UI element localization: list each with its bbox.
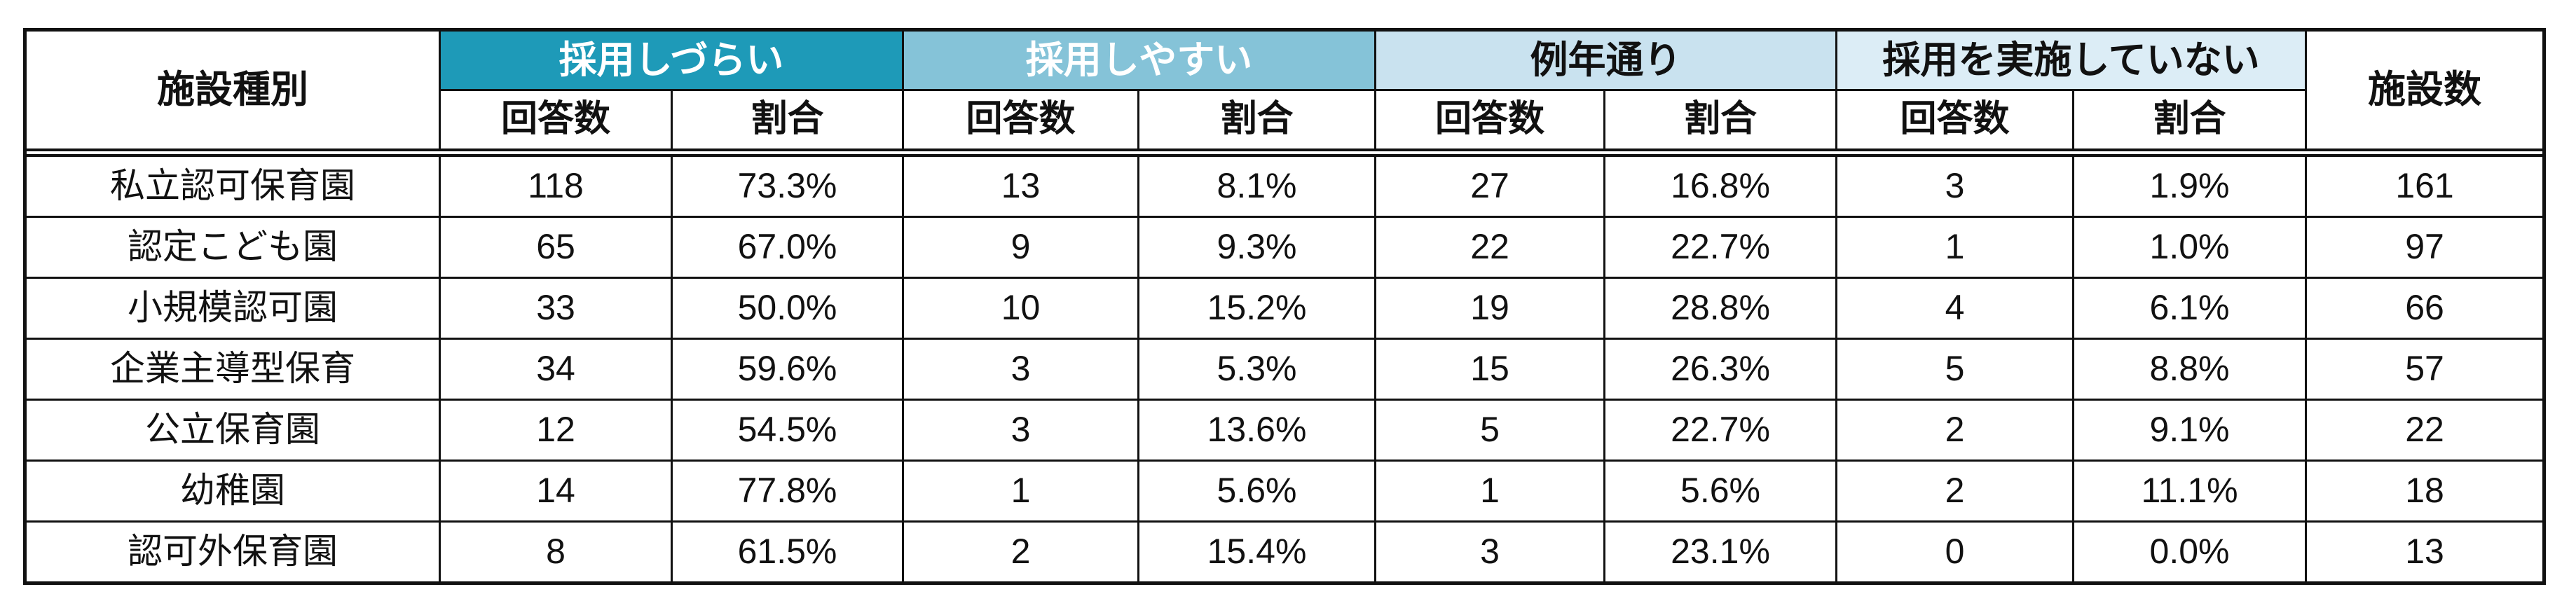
cell-value: 3 [1374,520,1606,584]
cell-value: 73.3% [670,154,905,218]
group-header-hard-to-hire: 採用しづらい [438,29,905,91]
cell-value: 6.1% [2072,277,2308,340]
facility-count: 18 [2305,460,2546,523]
cell-value: 12 [439,399,673,462]
table-row: 企業主導型保育 34 59.6% 3 5.3% 15 26.3% 5 8.8% … [24,338,2546,401]
cell-value: 2 [1835,399,2075,462]
cell-value: 3 [902,399,1140,462]
cell-value: 2 [902,520,1140,584]
facility-count: 22 [2305,399,2546,462]
cell-value: 5 [1835,338,2075,401]
cell-value: 3 [1835,154,2075,218]
cell-value: 5 [1374,399,1606,462]
facility-count: 13 [2305,520,2546,584]
table-row: 小規模認可園 33 50.0% 10 15.2% 19 28.8% 4 6.1%… [24,277,2546,340]
sub-header-ratio: 割合 [670,89,905,151]
cell-value: 15 [1374,338,1606,401]
cell-value: 118 [439,154,673,218]
header-body-separator [25,148,2544,157]
facility-count: 66 [2305,277,2546,340]
facility-type-header: 施設種別 [24,29,441,151]
sub-header-responses: 回答数 [902,89,1140,151]
group-header-same-as-usual: 例年通り [1374,29,1838,91]
cell-value: 8 [439,520,673,584]
cell-value: 22.7% [1603,399,1838,462]
table-row: 幼稚園 14 77.8% 1 5.6% 1 5.6% 2 11.1% 18 [24,460,2546,523]
sub-header-ratio: 割合 [1603,89,1838,151]
cell-value: 26.3% [1603,338,1838,401]
facility-count: 57 [2305,338,2546,401]
cell-value: 10 [902,277,1140,340]
cell-value: 0 [1835,520,2075,584]
table-row: 公立保育園 12 54.5% 3 13.6% 5 22.7% 2 9.1% 22 [24,399,2546,462]
cell-value: 15.2% [1137,277,1377,340]
cell-value: 3 [902,338,1140,401]
facility-name: 私立認可保育園 [24,154,441,218]
cell-value: 22 [1374,216,1606,279]
sub-header-responses: 回答数 [439,89,673,151]
cell-value: 5.6% [1137,460,1377,523]
group-header-easy-to-hire: 採用しやすい [902,29,1377,91]
cell-value: 1 [902,460,1140,523]
cell-value: 54.5% [670,399,905,462]
facility-name: 小規模認可園 [24,277,441,340]
facility-name: 認可外保育園 [24,520,441,584]
cell-value: 23.1% [1603,520,1838,584]
cell-value: 8.8% [2072,338,2308,401]
sub-header-ratio: 割合 [1137,89,1377,151]
hiring-difficulty-table: 施設種別 採用しづらい 採用しやすい 例年通り 採用を実施していない 施設数 回… [23,28,2547,585]
cell-value: 65 [439,216,673,279]
cell-value: 14 [439,460,673,523]
sub-header-responses: 回答数 [1374,89,1606,151]
cell-value: 67.0% [670,216,905,279]
cell-value: 5.6% [1603,460,1838,523]
facility-name: 企業主導型保育 [24,338,441,401]
sub-header-row: 回答数 割合 回答数 割合 回答数 割合 回答数 割合 [25,89,2544,151]
group-header-row: 施設種別 採用しづらい 採用しやすい 例年通り 採用を実施していない 施設数 [24,29,2546,151]
cell-value: 9.3% [1137,216,1377,279]
cell-value: 19 [1374,277,1606,340]
cell-value: 8.1% [1137,154,1377,218]
cell-value: 9 [902,216,1140,279]
table-row: 認可外保育園 8 61.5% 2 15.4% 3 23.1% 0 0.0% 13 [24,520,2546,584]
cell-value: 13 [902,154,1140,218]
cell-value: 15.4% [1137,520,1377,584]
cell-value: 11.1% [2072,460,2308,523]
cell-value: 28.8% [1603,277,1838,340]
cell-value: 22.7% [1603,216,1838,279]
sub-header-responses: 回答数 [1835,89,2075,151]
cell-value: 1 [1374,460,1606,523]
cell-value: 59.6% [670,338,905,401]
cell-value: 77.8% [670,460,905,523]
cell-value: 33 [439,277,673,340]
cell-value: 61.5% [670,520,905,584]
table-row: 認定こども園 65 67.0% 9 9.3% 22 22.7% 1 1.0% 9… [24,216,2546,279]
facility-count-header: 施設数 [2305,29,2546,151]
facility-count: 97 [2305,216,2546,279]
cell-value: 2 [1835,460,2075,523]
facility-name: 幼稚園 [24,460,441,523]
cell-value: 27 [1374,154,1606,218]
cell-value: 50.0% [670,277,905,340]
facility-name: 認定こども園 [24,216,441,279]
cell-value: 13.6% [1137,399,1377,462]
facility-count: 161 [2305,154,2546,218]
cell-value: 34 [439,338,673,401]
sub-header-ratio: 割合 [2072,89,2308,151]
cell-value: 9.1% [2072,399,2308,462]
group-header-not-hiring: 採用を実施していない [1835,29,2308,91]
facility-name: 公立保育園 [24,399,441,462]
cell-value: 1 [1835,216,2075,279]
cell-value: 0.0% [2072,520,2308,584]
table-row: 私立認可保育園 118 73.3% 13 8.1% 27 16.8% 3 1.9… [24,154,2546,218]
cell-value: 5.3% [1137,338,1377,401]
cell-value: 1.9% [2072,154,2308,218]
cell-value: 1.0% [2072,216,2308,279]
cell-value: 4 [1835,277,2075,340]
cell-value: 16.8% [1603,154,1838,218]
